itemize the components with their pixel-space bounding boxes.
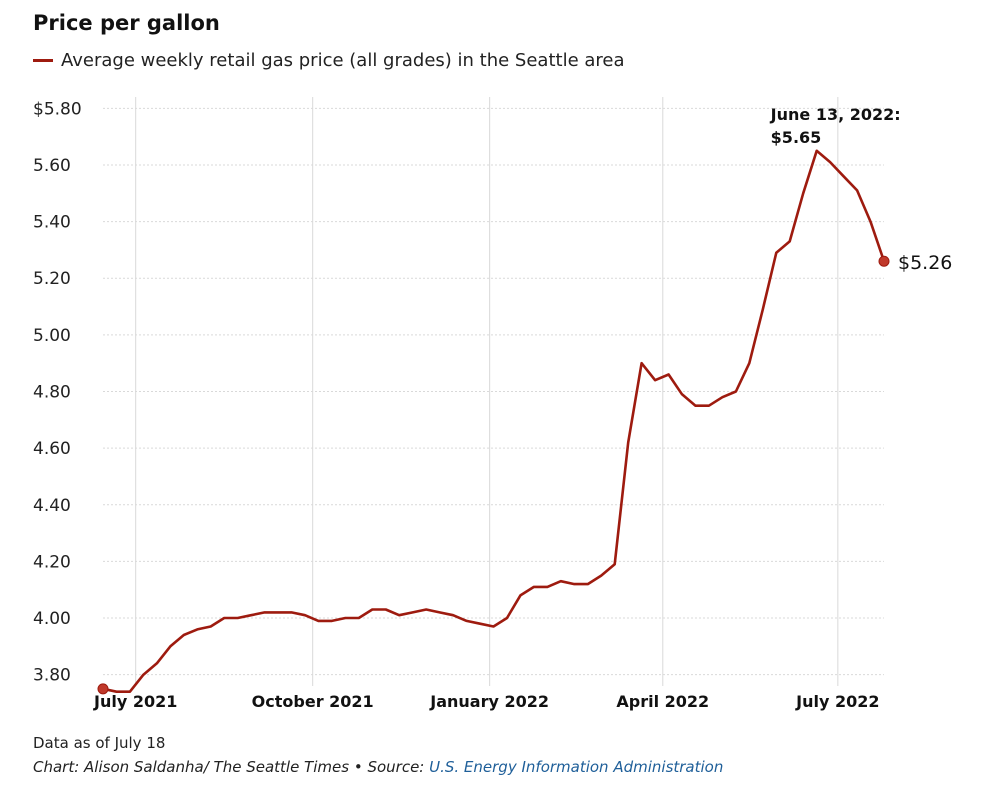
- y-tick-label: 4.60: [33, 439, 71, 459]
- y-axis-tick-labels: 3.80 4.00 4.20 4.40 4.60 4.80 5.00 5.20 5.40 5.60…: [33, 99, 82, 685]
- peak-annotation: June 13, 2022: $5.65: [770, 105, 901, 147]
- legend: Average weekly retail gas price (all gra…: [33, 50, 625, 71]
- horizontal-gridlines: [103, 107, 884, 676]
- y-tick-label: 4.80: [33, 383, 71, 403]
- source-label: Source:: [367, 758, 430, 776]
- end-point-marker: [878, 255, 890, 267]
- y-tick-label: $5.80: [33, 99, 82, 119]
- x-tick-label: April 2022: [616, 692, 709, 711]
- credit-line: Chart: Alison Saldanha/ The Seattle Time…: [33, 758, 723, 776]
- peak-annotation-line: June 13, 2022:: [770, 105, 901, 124]
- start-point-marker: [97, 683, 109, 695]
- legend-label: Average weekly retail gas price (all gra…: [61, 50, 625, 71]
- peak-annotation-line: $5.65: [771, 128, 822, 147]
- y-tick-label: 4.40: [33, 496, 71, 516]
- chart-title: Price per gallon: [33, 11, 220, 35]
- credit-separator: •: [349, 758, 368, 776]
- x-axis-tick-labels: July 2021 October 2021 January 2022 April 2…: [93, 692, 879, 711]
- y-tick-label: 4.20: [33, 552, 71, 572]
- y-tick-label: 5.60: [33, 156, 71, 176]
- y-tick-label: 3.80: [33, 666, 71, 686]
- x-tick-label: October 2021: [252, 692, 374, 711]
- y-tick-label: 5.00: [33, 326, 71, 346]
- x-tick-label: July 2021: [93, 692, 177, 711]
- y-tick-label: 4.00: [33, 609, 71, 629]
- y-tick-label: 5.20: [33, 269, 71, 289]
- source-link[interactable]: U.S. Energy Information Administration: [429, 758, 724, 776]
- end-value-label: $5.26: [898, 252, 952, 274]
- legend-swatch: [33, 59, 53, 62]
- credit-text: Chart: Alison Saldanha/ The Seattle Time…: [33, 758, 350, 776]
- y-tick-label: 5.40: [33, 213, 71, 233]
- x-tick-label: January 2022: [429, 692, 549, 711]
- data-note: Data as of July 18: [33, 734, 166, 752]
- x-tick-label: July 2022: [795, 692, 879, 711]
- endpoint-markers: [97, 255, 890, 695]
- annotations: June 13, 2022: $5.65 $5.26: [770, 105, 953, 274]
- series-line-seattle-gas-price: [102, 149, 886, 693]
